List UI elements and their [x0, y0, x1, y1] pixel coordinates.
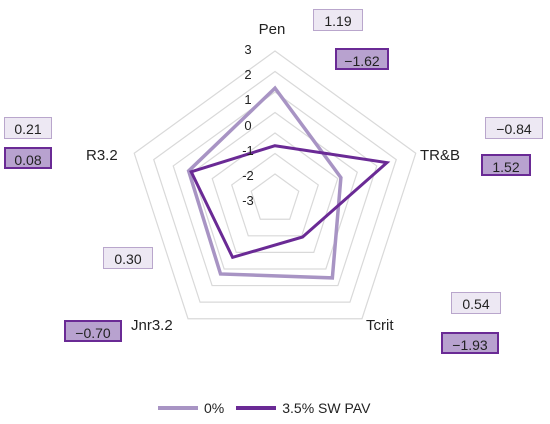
- legend-label-0pct: 0%: [204, 400, 225, 416]
- tick-label: -2: [242, 168, 254, 183]
- legend-item-0pct: 0%: [158, 400, 224, 416]
- grid-ring: [192, 111, 358, 270]
- grid-ring: [153, 70, 397, 303]
- grid-ring: [211, 132, 339, 253]
- value-label-tcrit-0pct: 0.54: [451, 292, 501, 314]
- legend-swatch-0pct: [158, 406, 198, 410]
- axis-label-pen: Pen: [259, 21, 286, 38]
- value-label-tcrit-pav: −1.93: [441, 332, 499, 354]
- tick-label: -3: [242, 193, 254, 208]
- value-label-trb-0pct: −0.84: [485, 117, 543, 139]
- tick-label: 1: [244, 92, 251, 107]
- value-label-pen-pav: −1.62: [335, 48, 389, 70]
- axis-label-r: R3.2: [86, 147, 118, 164]
- series-line-0pct: [186, 85, 343, 280]
- radar-grid: [133, 50, 417, 320]
- chart-legend: 0% 3.5% SW PAV: [158, 398, 382, 418]
- tick-label: 2: [244, 67, 251, 82]
- legend-swatch-pav: [236, 406, 277, 410]
- value-label-r-0pct: 0.21: [4, 117, 52, 139]
- grid-ring: [133, 50, 417, 320]
- value-label-pen-0pct: 1.19: [313, 9, 363, 31]
- value-label-jnr-pav: −0.70: [64, 320, 122, 342]
- value-label-r-pav: 0.08: [4, 147, 52, 169]
- axis-label-trb: TR&B: [420, 147, 460, 164]
- axis-label-jnr: Jnr3.2: [131, 317, 173, 334]
- radar-tick-labels: -3 -2 -1 0 1 2 3: [242, 42, 254, 208]
- grid-ring: [231, 152, 319, 237]
- radar-labels: Pen TR&B Tcrit Jnr3.2 R3.2: [86, 21, 460, 334]
- value-label-trb-pav: 1.52: [481, 154, 531, 176]
- radar-series: [186, 85, 391, 280]
- series-line-pav: [189, 144, 391, 260]
- legend-item-pav: 3.5% SW PAV: [236, 400, 370, 416]
- tick-label: 3: [244, 42, 251, 57]
- tick-label: -1: [242, 143, 254, 158]
- axis-label-tcrit: Tcrit: [366, 317, 394, 334]
- grid-ring: [172, 91, 378, 287]
- value-label-jnr-0pct: 0.30: [103, 247, 153, 269]
- tick-label: 0: [244, 118, 251, 133]
- legend-label-pav: 3.5% SW PAV: [282, 400, 371, 416]
- grid-ring: [250, 173, 300, 220]
